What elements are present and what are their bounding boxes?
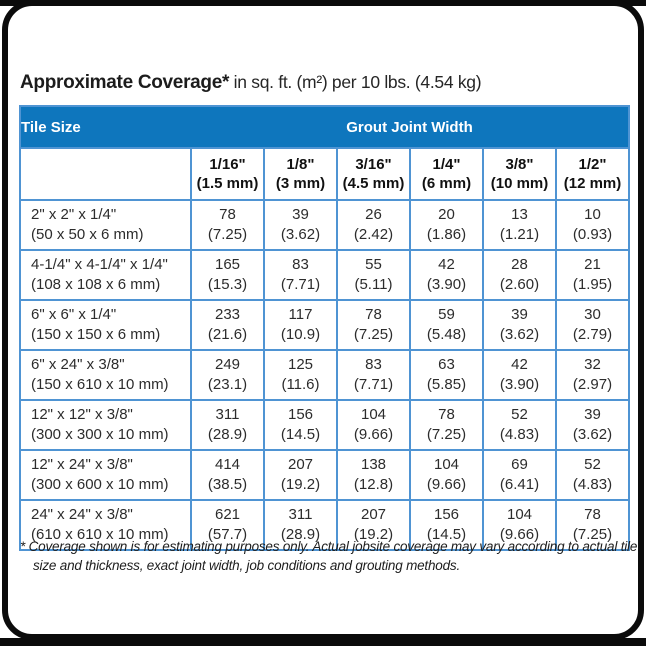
page-title: Approximate Coverage* in sq. ft. (m²) pe… — [20, 72, 482, 94]
coverage-cell: 83 (7.71) — [336, 349, 411, 401]
tile-size-cell: 12" x 24" x 3/8" (300 x 600 x 10 mm) — [19, 449, 192, 501]
table-row: 4-1/4" x 4-1/4" x 1/4" (108 x 108 x 6 mm)… — [19, 249, 631, 301]
coverage-cell: 78 (7.25) — [190, 199, 265, 251]
coverage-cell: 52 (4.83) — [482, 399, 557, 451]
table-row: 12" x 12" x 3/8" (300 x 300 x 10 mm) 311 (2… — [19, 399, 631, 451]
coverage-cell: 104 (9.66) — [409, 449, 484, 501]
coverage-cell: 414 (38.5) — [190, 449, 265, 501]
tile-size-cell: 6" x 24" x 3/8" (150 x 610 x 10 mm) — [19, 349, 192, 401]
coverage-cell: 42 (3.90) — [409, 249, 484, 301]
tile-size-cell: 6" x 6" x 1/4" (150 x 150 x 6 mm) — [19, 299, 192, 351]
bottom-black-strip — [0, 638, 646, 646]
coverage-cell: 39 (3.62) — [554, 399, 631, 451]
coverage-cell: 52 (4.83) — [554, 449, 631, 501]
coverage-cell: 42 (3.90) — [482, 349, 557, 401]
coverage-cell: 32 (2.97) — [554, 349, 631, 401]
coverage-cell: 621 (57.7) — [190, 499, 265, 551]
table-row: 6" x 24" x 3/8" (150 x 610 x 10 mm) 249 (23… — [19, 349, 631, 401]
coverage-cell: 69 (6.41) — [482, 449, 557, 501]
table-row: 2" x 2" x 1/4" (50 x 50 x 6 mm) 78 (7.25) 39… — [19, 199, 631, 251]
joint-width-column-header: 1/16" (1.5 mm) — [190, 147, 265, 201]
coverage-cell: 20 (1.86) — [409, 199, 484, 251]
table-header-blue-row: Tile Size Grout Joint Width — [20, 106, 630, 148]
footnote: * Coverage shown is for estimating purpo… — [20, 539, 638, 573]
coverage-cell: 104 (9.66) — [482, 499, 557, 551]
coverage-cell: 13 (1.21) — [482, 199, 557, 251]
page-title-bold: Approximate Coverage* — [20, 72, 230, 93]
table-row: 12" x 24" x 3/8" (300 x 600 x 10 mm) 414 (3… — [19, 449, 631, 501]
coverage-cell: 165 (15.3) — [190, 249, 265, 301]
coverage-cell: 63 (5.85) — [409, 349, 484, 401]
coverage-cell: 78 (7.25) — [336, 299, 411, 351]
coverage-cell: 30 (2.79) — [554, 299, 631, 351]
coverage-cell: 125 (11.6) — [263, 349, 338, 401]
joint-width-column-header: 1/4" (6 mm) — [409, 147, 484, 201]
coverage-cell: 207 (19.2) — [336, 499, 411, 551]
coverage-cell: 26 (2.42) — [336, 199, 411, 251]
coverage-cell: 55 (5.11) — [336, 249, 411, 301]
table-row: 6" x 6" x 1/4" (150 x 150 x 6 mm) 233 (21.6… — [19, 299, 631, 351]
joint-width-columns-row: 1/16" (1.5 mm) 1/8" (3 mm) 3/16" (4.5 mm) 1/4"… — [19, 147, 631, 201]
tile-size-cell: 4-1/4" x 4-1/4" x 1/4" (108 x 108 x 6 mm) — [19, 249, 192, 301]
coverage-cell: 138 (12.8) — [336, 449, 411, 501]
tile-size-cell: 24" x 24" x 3/8" (610 x 610 x 10 mm) — [19, 499, 192, 551]
joint-width-column-header: 1/8" (3 mm) — [263, 147, 338, 201]
coverage-cell: 233 (21.6) — [190, 299, 265, 351]
tile-size-cell: 12" x 12" x 3/8" (300 x 300 x 10 mm) — [19, 399, 192, 451]
page-title-rest: in sq. ft. (m²) per 10 lbs. (4.54 kg) — [229, 72, 482, 92]
coverage-cell: 39 (3.62) — [263, 199, 338, 251]
coverage-cell: 249 (23.1) — [190, 349, 265, 401]
coverage-cell: 59 (5.48) — [409, 299, 484, 351]
coverage-cell: 104 (9.66) — [336, 399, 411, 451]
empty-corner-cell — [19, 147, 192, 201]
tile-size-cell: 2" x 2" x 1/4" (50 x 50 x 6 mm) — [19, 199, 192, 251]
coverage-cell: 311 (28.9) — [263, 499, 338, 551]
grout-joint-width-header: Grout Joint Width — [191, 106, 630, 148]
table-row: 24" x 24" x 3/8" (610 x 610 x 10 mm) 621 (5… — [19, 499, 631, 551]
coverage-cell: 156 (14.5) — [263, 399, 338, 451]
coverage-cell: 10 (0.93) — [554, 199, 631, 251]
coverage-cell: 117 (10.9) — [263, 299, 338, 351]
joint-width-column-header: 3/8" (10 mm) — [482, 147, 557, 201]
coverage-table: Tile Size Grout Joint Width 1/16" (1.5 mm… — [19, 105, 631, 551]
joint-width-column-header: 1/2" (12 mm) — [554, 147, 631, 201]
coverage-cell: 83 (7.71) — [263, 249, 338, 301]
coverage-cell: 156 (14.5) — [409, 499, 484, 551]
coverage-cell: 78 (7.25) — [554, 499, 631, 551]
coverage-cell: 311 (28.9) — [190, 399, 265, 451]
coverage-cell: 28 (2.60) — [482, 249, 557, 301]
coverage-cell: 207 (19.2) — [263, 449, 338, 501]
coverage-cell: 78 (7.25) — [409, 399, 484, 451]
coverage-cell: 21 (1.95) — [554, 249, 631, 301]
tile-size-header: Tile Size — [20, 106, 191, 148]
coverage-cell: 39 (3.62) — [482, 299, 557, 351]
joint-width-column-header: 3/16" (4.5 mm) — [336, 147, 411, 201]
